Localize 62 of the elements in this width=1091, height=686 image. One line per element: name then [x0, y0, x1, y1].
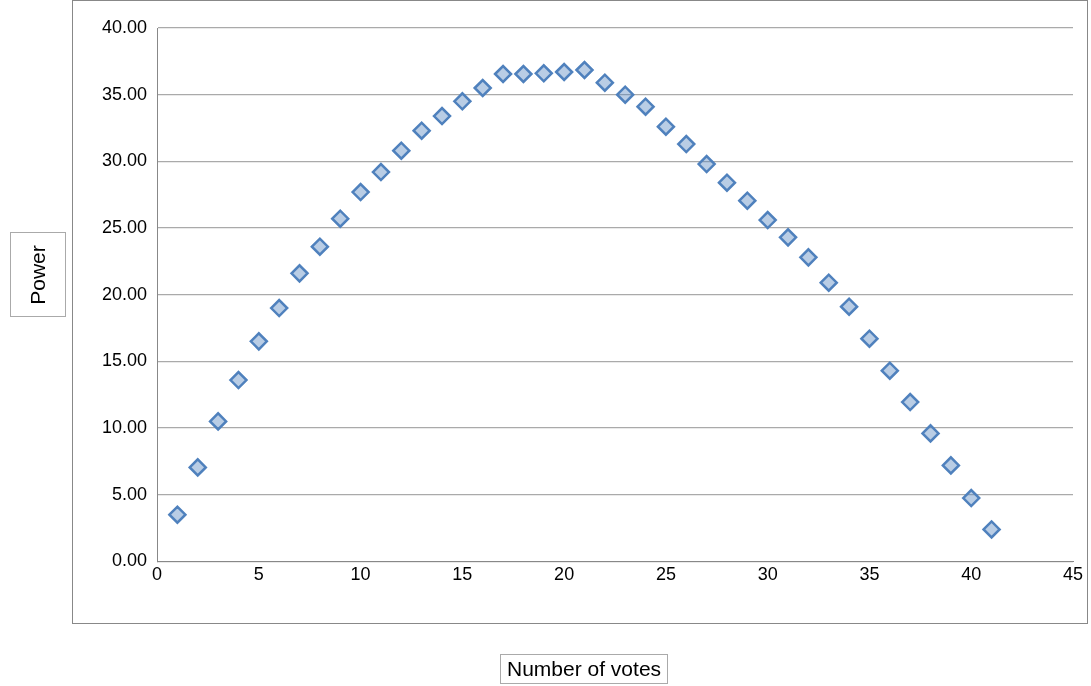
point — [493, 64, 513, 84]
point — [208, 412, 228, 431]
x-tick-label: 0 — [152, 564, 163, 585]
y-axis-title: Power — [26, 244, 50, 305]
y-tick-label: 30.00 — [102, 150, 148, 171]
point — [758, 210, 777, 230]
point — [514, 64, 533, 84]
point — [615, 85, 635, 104]
point — [290, 264, 309, 283]
point — [432, 106, 452, 126]
x-tick-label: 5 — [253, 564, 264, 585]
point — [229, 370, 248, 390]
x-tick-label: 10 — [350, 564, 371, 585]
x-tick-label: 25 — [655, 564, 676, 585]
point — [188, 458, 207, 477]
point — [269, 298, 289, 318]
point — [656, 117, 676, 136]
point — [636, 97, 655, 116]
point — [880, 361, 900, 380]
y-tick-label: 35.00 — [102, 83, 148, 104]
point — [819, 273, 838, 292]
y-tick-label: 20.00 — [102, 283, 148, 304]
point — [778, 228, 798, 247]
point — [534, 64, 554, 83]
point — [941, 456, 961, 475]
point — [738, 191, 757, 210]
point — [473, 78, 492, 98]
x-tick-label: 45 — [1062, 564, 1084, 585]
point — [595, 73, 615, 92]
point — [575, 60, 594, 80]
y-tick-label: 5.00 — [112, 483, 148, 504]
y-tick-label: 40.00 — [102, 16, 148, 37]
point — [839, 297, 859, 316]
x-tick-label: 20 — [554, 564, 575, 585]
point — [697, 154, 716, 174]
point — [392, 141, 411, 160]
x-tick-label: 40 — [961, 564, 982, 585]
point — [900, 392, 920, 412]
point — [982, 520, 1001, 539]
point — [351, 182, 370, 202]
point — [453, 92, 472, 111]
point — [310, 237, 330, 256]
point — [860, 329, 879, 348]
x-tick-label: 15 — [452, 564, 473, 585]
x-axis-title: Number of votes — [500, 654, 669, 684]
point — [554, 62, 574, 82]
y-tick-label: 0.00 — [112, 550, 148, 571]
x-tick-label: 30 — [757, 564, 778, 585]
y-tick-label: 25.00 — [102, 216, 148, 237]
point — [921, 424, 940, 443]
point — [961, 488, 981, 508]
x-tick-label: 35 — [859, 564, 880, 585]
point — [717, 173, 737, 192]
y-tick-label: 15.00 — [102, 350, 148, 371]
point — [412, 121, 431, 140]
point — [677, 134, 696, 154]
point — [371, 162, 391, 182]
point — [330, 209, 350, 228]
point — [249, 332, 269, 351]
y-tick-label: 10.00 — [102, 417, 148, 438]
point — [168, 505, 187, 524]
point — [799, 248, 818, 267]
